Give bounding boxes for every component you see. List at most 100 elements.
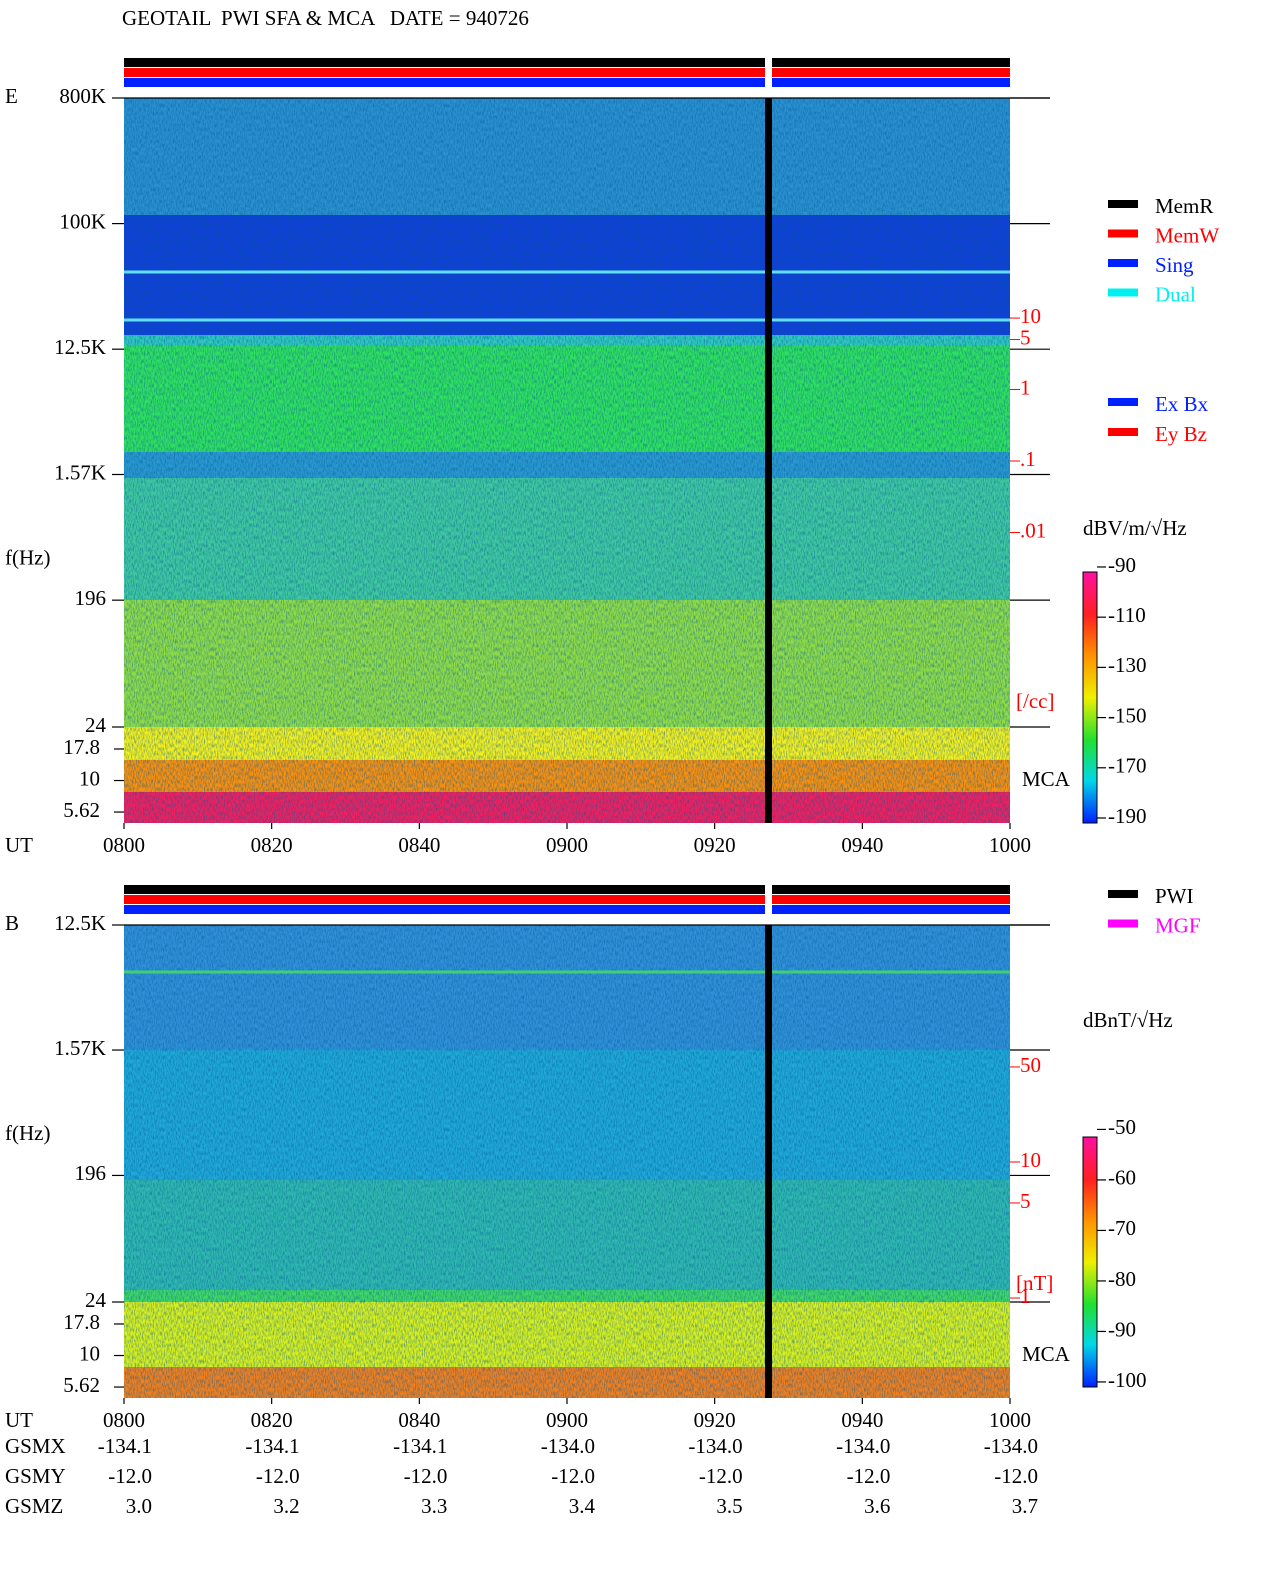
emission-line: [124, 318, 1010, 322]
x-tick-label: 0900: [546, 833, 588, 857]
emission-line: [124, 270, 1010, 274]
ephemeris-cell: 3.5: [716, 1494, 742, 1518]
ephemeris-cell: -134.1: [393, 1434, 447, 1458]
panel-label: E: [5, 84, 18, 108]
colorbar-tick-label: -170: [1108, 754, 1147, 778]
ephemeris-cell: -12.0: [404, 1464, 448, 1488]
status-bar: [124, 58, 1010, 67]
data-gap: [765, 925, 772, 1398]
x-tick-label: 0920: [694, 1408, 736, 1432]
x-tick-label: 0940: [841, 833, 883, 857]
ephemeris-cell: 3.6: [864, 1494, 890, 1518]
mca-tick-label: 17.8: [63, 1310, 100, 1334]
legend-label: Dual: [1155, 282, 1196, 306]
x-tick-label: 0940: [841, 1408, 883, 1432]
ephemeris-cell: -12.0: [847, 1464, 891, 1488]
y2-unit: [/cc]: [1016, 689, 1054, 713]
mca-tick-label: 5.62: [63, 798, 100, 822]
y-tick-label: 24: [85, 1288, 107, 1312]
legend-swatch: [1108, 428, 1138, 436]
ephemeris-row-label: GSMY: [5, 1464, 66, 1488]
x-tick-label: 1000: [989, 833, 1031, 857]
ephemeris-cell: -12.0: [699, 1464, 743, 1488]
ephemeris-cell: -12.0: [108, 1464, 152, 1488]
y2-tick-label: 5: [1020, 325, 1031, 349]
y2-tick-label: 50: [1020, 1053, 1041, 1077]
y2-tick-label: 1: [1020, 1284, 1031, 1308]
colorbar-tick-label: -90: [1108, 553, 1136, 577]
mca-tick-label: 5.62: [63, 1373, 100, 1397]
ephemeris-cell: -134.0: [541, 1434, 595, 1458]
status-gap: [765, 885, 772, 915]
mca-tick-label: 10: [79, 766, 100, 790]
y-tick-label: 196: [75, 1161, 107, 1185]
y2-unit: [nT]: [1016, 1271, 1053, 1295]
colorbar: [1082, 571, 1098, 824]
ephemeris-row-label: GSMX: [5, 1434, 66, 1458]
legend-label: Sing: [1155, 253, 1194, 277]
colorbar-tick-label: -190: [1108, 804, 1147, 828]
x-tick-label: 1000: [989, 1408, 1031, 1432]
colorbar-tick-label: -70: [1108, 1216, 1136, 1240]
legend-swatch: [1108, 259, 1138, 267]
y2-tick-label: 5: [1020, 1189, 1031, 1213]
ephemeris-cell: -12.0: [551, 1464, 595, 1488]
mca-tick-label: 10: [79, 1341, 100, 1365]
colorbar-tick-label: -110: [1108, 603, 1146, 627]
y-tick-label: 1.57K: [54, 1036, 106, 1060]
status-bar: [124, 905, 1010, 914]
ephemeris-cell: -134.1: [98, 1434, 152, 1458]
ephemeris-row-label: GSMZ: [5, 1494, 63, 1518]
colorbar-tick-label: -90: [1108, 1317, 1136, 1341]
x-axis-label: UT: [5, 833, 33, 857]
legend-swatch: [1108, 398, 1138, 406]
ephemeris-cell: -134.1: [245, 1434, 299, 1458]
colorbar-tick-label: -80: [1108, 1267, 1136, 1291]
colorbar-label: dBnT/√Hz: [1083, 1008, 1173, 1032]
ephemeris-cell: -134.0: [984, 1434, 1038, 1458]
y2-tick-label: .1: [1020, 447, 1036, 471]
x-tick-label: 0800: [103, 1408, 145, 1432]
ephemeris-cell: -134.0: [688, 1434, 742, 1458]
mca-tick-label: 17.8: [63, 735, 100, 759]
y-axis-label: f(Hz): [5, 1121, 50, 1145]
panel-label: B: [5, 911, 19, 935]
colorbar-tick-label: -50: [1108, 1115, 1136, 1139]
legend-label: MGF: [1155, 913, 1201, 937]
y-tick-label: 800K: [59, 84, 106, 108]
ephemeris-cell: 3.2: [273, 1494, 299, 1518]
spectrogram-noise: [124, 98, 1010, 823]
x-axis-label: UT: [5, 1408, 33, 1432]
colorbar-tick-label: -150: [1108, 703, 1147, 727]
legend-label: MemW: [1155, 223, 1219, 247]
y2-tick-label: 1: [1020, 375, 1031, 399]
y2-tick-label: 10: [1020, 1148, 1041, 1172]
x-tick-label: 0820: [251, 1408, 293, 1432]
x-tick-label: 0840: [398, 833, 440, 857]
colorbar-tick-label: -100: [1108, 1368, 1147, 1392]
legend-swatch: [1108, 890, 1138, 898]
ephemeris-cell: -12.0: [994, 1464, 1038, 1488]
y-tick-label: 1.57K: [54, 460, 106, 484]
ephemeris-cell: -12.0: [256, 1464, 300, 1488]
y2-tick-label: .01: [1020, 518, 1046, 542]
ephemeris-cell: 3.0: [126, 1494, 152, 1518]
x-tick-label: 0900: [546, 1408, 588, 1432]
status-bar: [124, 885, 1010, 894]
x-tick-label: 0800: [103, 833, 145, 857]
colorbar: [1082, 1136, 1098, 1388]
legend-label: Ey Bz: [1155, 422, 1207, 446]
emission-line: [124, 970, 1010, 974]
status-bar: [124, 68, 1010, 77]
mca-label: MCA: [1022, 1342, 1071, 1366]
legend-swatch: [1108, 288, 1138, 297]
legend-label: Ex Bx: [1155, 392, 1209, 416]
y-tick-label: 100K: [59, 209, 106, 233]
colorbar-label: dBV/m/√Hz: [1083, 516, 1187, 540]
y-tick-label: 196: [75, 586, 107, 610]
mca-label: MCA: [1022, 767, 1071, 791]
spectrogram-noise: [124, 925, 1010, 1398]
status-bar: [124, 895, 1010, 904]
data-gap: [765, 98, 772, 823]
